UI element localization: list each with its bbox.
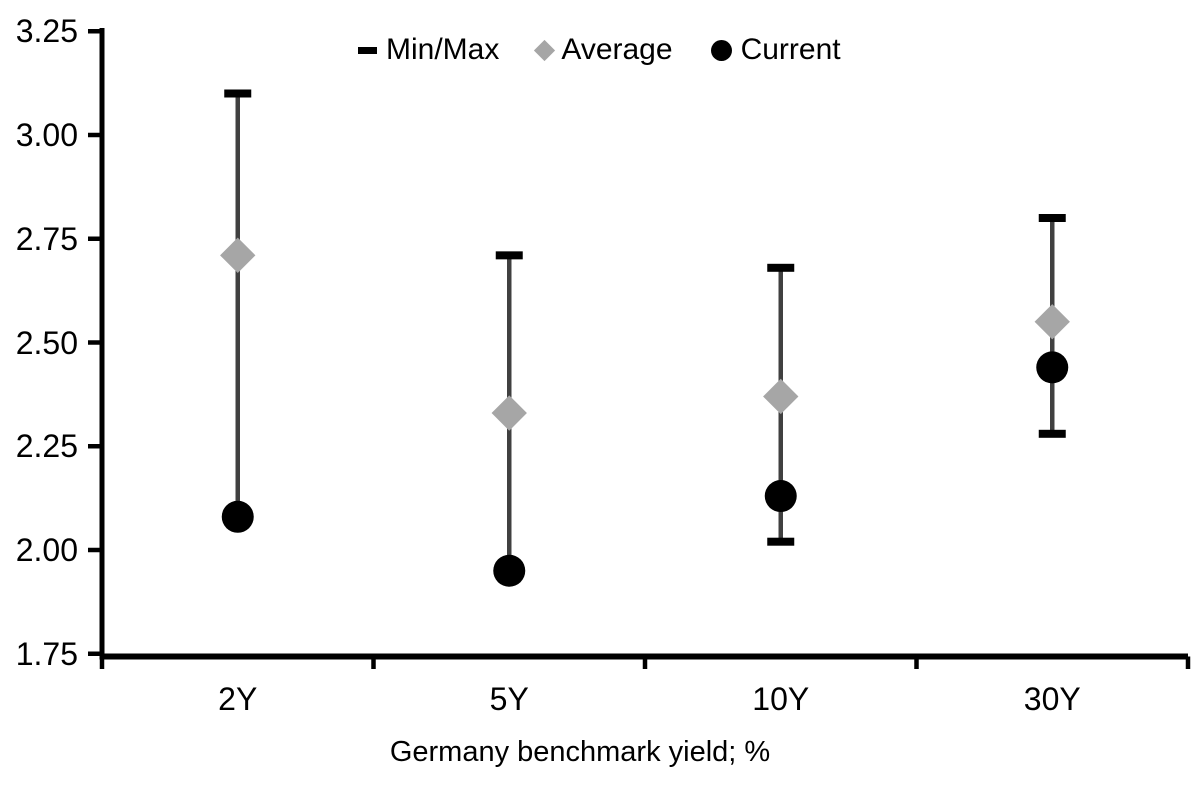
x-category-label: 30Y bbox=[1023, 681, 1081, 717]
legend-label-minmax: Min/Max bbox=[386, 33, 500, 66]
x-category-label: 2Y bbox=[218, 681, 258, 717]
range-30Y bbox=[1034, 214, 1070, 438]
y-tick-label: 1.75 bbox=[15, 635, 78, 672]
x-category-label: 5Y bbox=[489, 681, 529, 717]
range-2Y bbox=[220, 89, 256, 533]
average-diamond-icon bbox=[534, 39, 556, 61]
y-tick-label: 2.25 bbox=[15, 428, 78, 465]
y-tick-label: 2.50 bbox=[15, 324, 78, 361]
legend-label-average: Average bbox=[561, 33, 673, 66]
legend-item-average: Average bbox=[534, 33, 673, 67]
range-5Y bbox=[491, 251, 527, 587]
y-tick-label: 2.00 bbox=[15, 532, 78, 568]
legend-label-current: Current bbox=[740, 33, 841, 66]
x-axis-title: Germany benchmark yield; % bbox=[389, 736, 771, 768]
minmax-dash-icon bbox=[358, 46, 377, 54]
y-tick-label: 2.75 bbox=[15, 220, 78, 257]
legend-item-minmax: Min/Max bbox=[358, 33, 499, 67]
range-10Y bbox=[763, 263, 799, 546]
legend-item-current: Current bbox=[710, 33, 841, 67]
x-category-label: 10Y bbox=[752, 681, 810, 717]
chart-legend: Min/Max Average Current bbox=[358, 33, 841, 67]
y-tick-label: 3.00 bbox=[15, 117, 78, 153]
y-tick-label: 3.25 bbox=[15, 13, 78, 50]
current-circle-icon bbox=[710, 39, 732, 61]
